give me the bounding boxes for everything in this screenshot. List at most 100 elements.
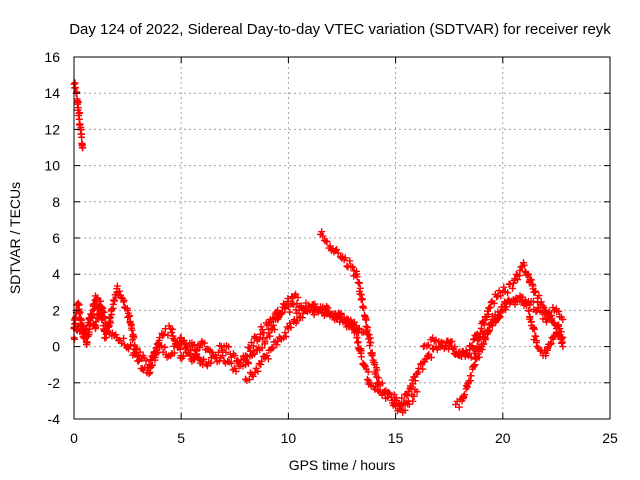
data-marker — [346, 257, 354, 265]
y-tick-label: 4 — [52, 266, 60, 282]
data-marker — [333, 246, 341, 254]
data-marker — [437, 338, 445, 346]
data-marker — [249, 342, 257, 350]
data-marker — [500, 283, 508, 291]
data-marker — [403, 392, 411, 400]
data-marker — [115, 287, 123, 295]
data-marker — [556, 325, 564, 333]
x-tick-label: 10 — [281, 430, 297, 446]
data-marker — [484, 310, 492, 318]
data-marker — [424, 341, 432, 349]
data-marker — [489, 319, 497, 327]
grid-layer — [74, 57, 610, 419]
data-marker — [227, 353, 235, 361]
data-point — [284, 303, 292, 311]
data-marker — [286, 319, 294, 327]
data-marker — [358, 295, 366, 303]
data-point — [381, 388, 389, 396]
y-tick-label: -4 — [48, 411, 61, 427]
data-marker — [92, 318, 100, 326]
data-marker — [359, 302, 367, 310]
data-marker — [490, 299, 498, 307]
data-marker — [459, 347, 467, 355]
data-marker — [529, 297, 537, 305]
data-marker — [125, 345, 133, 353]
data-marker — [350, 325, 358, 333]
data-marker — [71, 335, 79, 343]
data-marker — [257, 323, 265, 331]
data-marker — [355, 279, 363, 287]
data-marker — [480, 340, 488, 348]
data-marker — [258, 344, 266, 352]
data-marker — [334, 249, 342, 257]
data-marker — [410, 392, 418, 400]
data-marker — [254, 367, 262, 375]
data-marker — [486, 326, 494, 334]
data-marker — [321, 305, 329, 313]
data-marker — [72, 313, 80, 321]
data-marker — [333, 314, 341, 322]
data-marker — [541, 310, 549, 318]
data-marker — [297, 302, 305, 310]
data-marker — [486, 303, 494, 311]
data-marker — [529, 282, 537, 290]
data-marker — [246, 347, 254, 355]
data-marker — [427, 353, 435, 361]
data-marker — [532, 287, 540, 295]
data-marker — [269, 344, 277, 352]
data-marker — [493, 293, 501, 301]
data-marker — [480, 320, 488, 328]
data-marker — [190, 341, 198, 349]
data-marker — [524, 271, 532, 279]
y-tick-label: -2 — [48, 375, 61, 391]
y-tick-label: 0 — [52, 339, 60, 355]
data-marker — [503, 303, 511, 311]
data-marker — [340, 313, 348, 321]
data-marker — [512, 270, 520, 278]
data-marker — [497, 292, 505, 300]
data-marker — [168, 329, 176, 337]
data-marker — [523, 301, 531, 309]
data-marker — [211, 353, 219, 361]
data-marker — [227, 359, 235, 367]
data-marker — [76, 109, 84, 117]
data-marker — [357, 353, 365, 361]
data-marker — [73, 97, 81, 105]
data-marker — [196, 356, 204, 364]
series-t5 — [317, 228, 421, 416]
data-marker — [170, 349, 178, 357]
data-point — [452, 401, 460, 409]
data-marker — [208, 348, 216, 356]
data-marker — [260, 329, 268, 337]
y-tick-label: 2 — [52, 302, 60, 318]
x-tick-label: 5 — [177, 430, 185, 446]
data-point — [145, 370, 153, 378]
data-point — [349, 263, 357, 271]
data-marker — [153, 347, 161, 355]
data-marker — [234, 357, 242, 365]
data-marker — [269, 321, 277, 329]
data-marker — [130, 334, 138, 342]
data-marker — [88, 314, 96, 322]
data-marker — [532, 332, 540, 340]
data-marker — [322, 306, 330, 314]
data-marker — [278, 310, 286, 318]
data-marker — [353, 273, 361, 281]
x-axis-label: GPS time / hours — [289, 457, 396, 473]
data-marker — [235, 362, 243, 370]
data-marker — [171, 336, 179, 344]
data-point — [209, 352, 217, 360]
data-marker — [443, 337, 451, 345]
data-marker — [290, 301, 298, 309]
data-marker — [93, 295, 101, 303]
data-marker — [378, 379, 386, 387]
data-marker — [354, 338, 362, 346]
data-marker — [182, 344, 190, 352]
data-marker — [475, 353, 483, 361]
data-marker — [175, 341, 183, 349]
series-t2 — [70, 259, 567, 410]
data-marker — [176, 345, 184, 353]
data-marker — [258, 357, 266, 365]
data-marker — [266, 332, 274, 340]
data-marker — [409, 397, 417, 405]
